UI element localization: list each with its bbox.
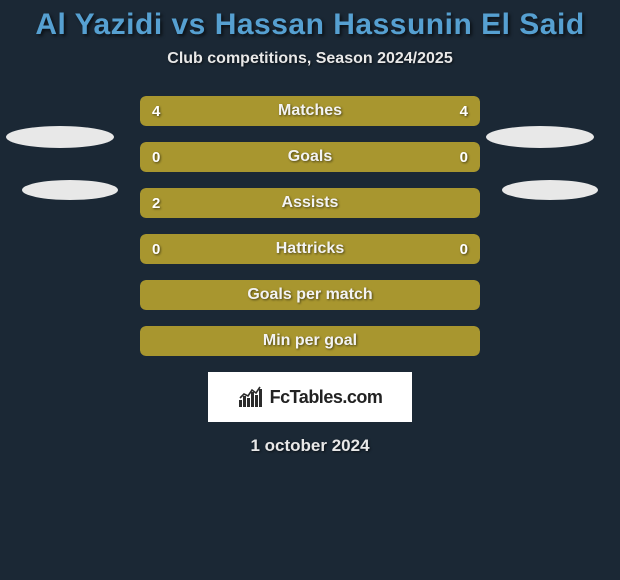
stat-label: Matches: [140, 96, 480, 126]
comparison-chart: Matches44Goals00Assists2Hattricks00Goals…: [0, 96, 620, 456]
stat-label: Goals per match: [140, 280, 480, 310]
stat-value-left: 2: [152, 188, 160, 218]
stat-row: Goals0 0: [140, 142, 480, 172]
stat-label: Min per goal: [140, 326, 480, 356]
stat-value-left: 0: [152, 142, 160, 172]
stat-value-right: 0: [460, 142, 468, 172]
subtitle: Club competitions, Season 2024/2025: [0, 50, 620, 68]
stat-label: Hattricks: [140, 234, 480, 264]
stat-row: Min per goal: [140, 326, 480, 356]
stat-value-left: 4: [152, 96, 160, 126]
stat-label: Assists: [140, 188, 480, 218]
player-right-photo-placeholder-1: [486, 126, 594, 148]
stat-row: Assists2: [140, 188, 480, 218]
logo-text: FcTables.com: [270, 387, 383, 408]
page-title: Al Yazidi vs Hassan Hassunin El Said: [0, 0, 620, 42]
player-left-photo-placeholder-2: [22, 180, 118, 200]
stat-row: Goals per match: [140, 280, 480, 310]
stat-row: Matches4 4: [140, 96, 480, 126]
stat-row: Hattricks0 0: [140, 234, 480, 264]
date-label: 1 october 2024: [0, 436, 620, 456]
stat-value-left: 0: [152, 234, 160, 264]
logo-box: FcTables.com: [208, 372, 412, 422]
stat-bars: Matches44Goals00Assists2Hattricks00Goals…: [140, 96, 480, 356]
fctables-logo-icon: [238, 386, 264, 408]
stat-value-right: 0: [460, 234, 468, 264]
player-right-photo-placeholder-2: [502, 180, 598, 200]
stat-label: Goals: [140, 142, 480, 172]
player-left-photo-placeholder-1: [6, 126, 114, 148]
stat-value-right: 4: [460, 96, 468, 126]
